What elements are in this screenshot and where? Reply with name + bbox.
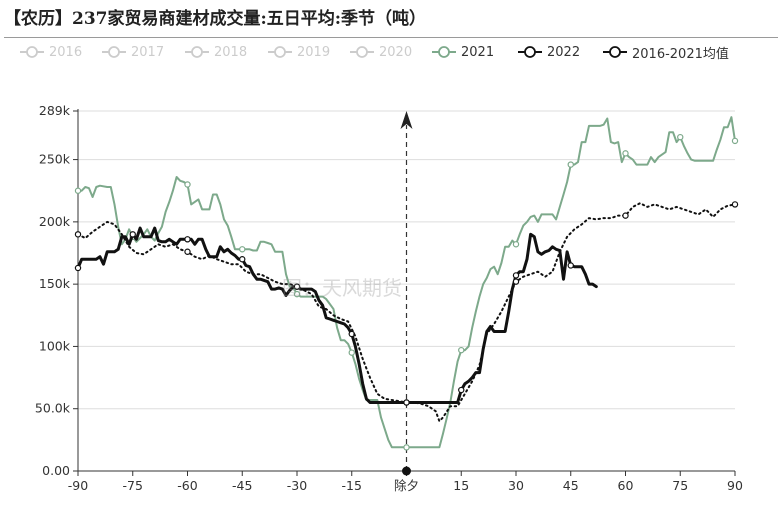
chart-legend: 2016 2017 2018 2019 2020 2021 2022 2016-2021均值 xyxy=(0,41,782,63)
series-point-2021 xyxy=(731,137,739,145)
series-point-2022 xyxy=(567,262,574,269)
x-tick-label: 60 xyxy=(618,478,634,493)
series-point-2016-2021均值 xyxy=(403,399,410,406)
legend-label: 2016-2021均值 xyxy=(632,46,729,62)
legend-label: 2022 xyxy=(547,44,581,60)
legend-swatch-icon xyxy=(20,46,44,58)
legend-label: 2018 xyxy=(214,44,248,60)
legend-label: 2020 xyxy=(379,44,413,60)
y-tick-label: 200k xyxy=(39,214,71,229)
series-point-2022 xyxy=(239,256,246,263)
series-point-2021 xyxy=(293,290,301,298)
legend-swatch-icon xyxy=(268,46,292,58)
series-point-2021 xyxy=(348,349,355,356)
series-point-2016-2021均值 xyxy=(74,231,82,238)
legend-item-2021[interactable]: 2021 xyxy=(432,41,494,63)
y-tick-label: 289k xyxy=(39,103,71,118)
series-line-2022 xyxy=(76,226,598,404)
legend-label: 2017 xyxy=(131,44,165,60)
x-tick-label: 除夕 xyxy=(394,478,419,493)
x-tick-label: -15 xyxy=(342,478,362,493)
series-point-2022 xyxy=(74,264,82,272)
series-point-2021 xyxy=(403,444,410,451)
x-tick-label: -45 xyxy=(232,478,252,493)
legend-item-2018[interactable]: 2018 xyxy=(185,41,247,63)
legend-swatch-icon xyxy=(350,46,374,58)
legend-label: 2019 xyxy=(297,44,331,60)
series-point-2016-2021均值 xyxy=(622,212,629,219)
legend-swatch-icon xyxy=(432,46,456,58)
legend-item-2017[interactable]: 2017 xyxy=(102,41,164,63)
legend-item-2016-2021均值[interactable]: 2016-2021均值 xyxy=(603,41,729,63)
legend-item-2016[interactable]: 2016 xyxy=(20,41,82,63)
series-point-2016-2021均值 xyxy=(731,201,739,208)
x-tick-label: -30 xyxy=(287,478,307,493)
series-point-2016-2021均值 xyxy=(184,248,191,255)
series-point-2021 xyxy=(184,181,191,188)
legend-item-2022[interactable]: 2022 xyxy=(518,41,580,63)
y-tick-label: 100k xyxy=(39,338,71,353)
series-point-2022 xyxy=(512,272,520,279)
legend-swatch-icon xyxy=(518,46,542,58)
x-tick-label: 45 xyxy=(563,478,579,493)
legend-item-2020[interactable]: 2020 xyxy=(350,41,412,63)
legend-swatch-icon xyxy=(603,46,627,58)
series-point-2022 xyxy=(184,236,191,243)
y-tick-label: 50.0k xyxy=(35,401,71,416)
y-tick-label: 250k xyxy=(39,152,71,167)
legend-label: 2021 xyxy=(461,44,495,60)
series-point-2021 xyxy=(74,187,82,194)
x-tick-label: -90 xyxy=(68,478,88,493)
x-tick-label: 90 xyxy=(727,478,743,493)
marker-base-dot xyxy=(402,466,411,476)
series-point-2021 xyxy=(512,241,520,248)
legend-label: 2016 xyxy=(49,44,83,60)
legend-swatch-icon xyxy=(185,46,209,58)
x-tick-label: -75 xyxy=(123,478,143,493)
series-point-2016-2021均值 xyxy=(293,283,301,290)
watermark: 图：天风期货 xyxy=(282,276,402,300)
series-point-2021 xyxy=(622,150,629,157)
series-point-2022 xyxy=(458,386,465,394)
legend-item-2019[interactable]: 2019 xyxy=(268,41,330,63)
x-tick-label: 30 xyxy=(508,478,524,493)
legend-swatch-icon xyxy=(102,46,126,58)
x-tick-label: 15 xyxy=(453,478,469,493)
x-tick-label: -60 xyxy=(177,478,197,493)
series-point-2021 xyxy=(567,161,574,168)
series-point-2016-2021均值 xyxy=(512,278,520,285)
series-point-2021 xyxy=(677,133,684,141)
marker-arrow-head xyxy=(400,111,413,129)
series-point-2021 xyxy=(458,346,465,354)
title-divider xyxy=(4,37,778,38)
series-point-2021 xyxy=(239,246,246,253)
series-point-2022 xyxy=(129,231,136,238)
chart-title: 【农历】237家贸易商建材成交量:五日平均:季节（吨） xyxy=(4,9,427,29)
x-tick-label: 75 xyxy=(672,478,688,493)
y-tick-label: 150k xyxy=(39,276,71,291)
y-tick-label: 0.00 xyxy=(42,463,70,478)
